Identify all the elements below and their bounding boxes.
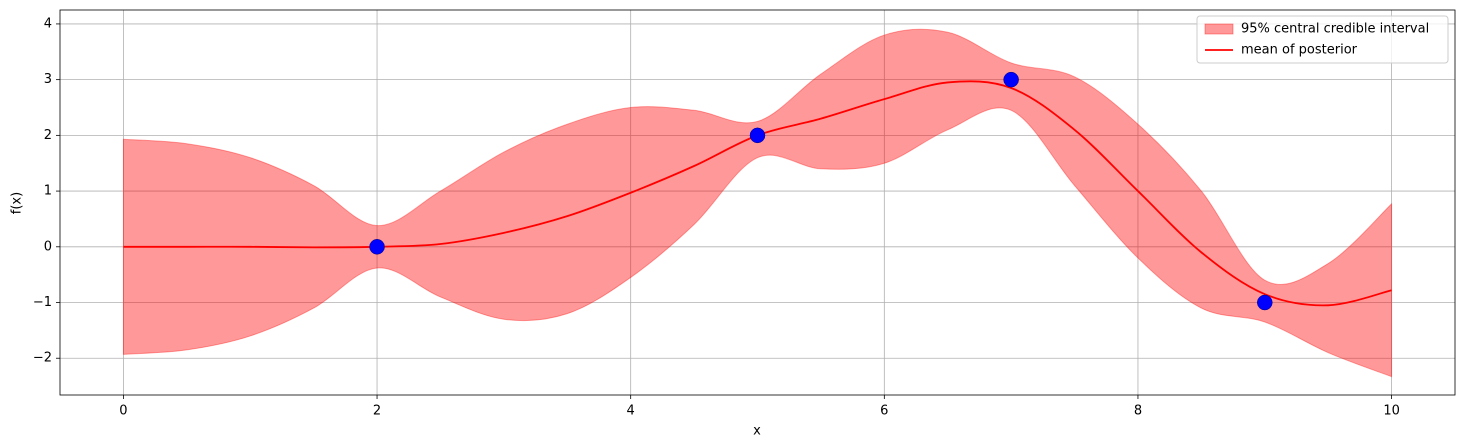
y-tick-label: −1: [33, 295, 52, 310]
y-tick-label: 3: [44, 72, 52, 87]
y-tick-label: 2: [44, 128, 52, 143]
x-tick-label: 2: [373, 404, 381, 419]
observation: [369, 239, 385, 255]
legend-swatch: [1204, 23, 1234, 35]
x-axis-label: x: [753, 424, 761, 439]
observation: [749, 127, 766, 144]
y-axis-label: f(x): [10, 192, 25, 214]
legend: 95% central credible interval mean of pos…: [1196, 15, 1449, 64]
plot-frame: [59, 9, 1456, 396]
x-tick-label: 0: [119, 404, 127, 419]
y-tick-label: 0: [44, 239, 52, 254]
observation: [1257, 294, 1273, 311]
x-tick-label: 6: [880, 404, 888, 419]
x-tick-label: 10: [1383, 404, 1400, 419]
legend-label: 95% central credible interval: [1241, 22, 1429, 37]
observation: [1003, 71, 1019, 88]
legend-label: mean of posterior: [1241, 43, 1358, 58]
x-tick-label: 4: [627, 404, 635, 419]
credible-band: [122, 28, 1393, 378]
mean-line: [123, 80, 1392, 307]
y-tick-label: −2: [33, 351, 52, 366]
legend-box: [1196, 15, 1449, 64]
y-tick-label: 4: [44, 16, 52, 31]
y-tick-label: 1: [44, 184, 52, 199]
x-tick-label: 8: [1134, 404, 1142, 419]
